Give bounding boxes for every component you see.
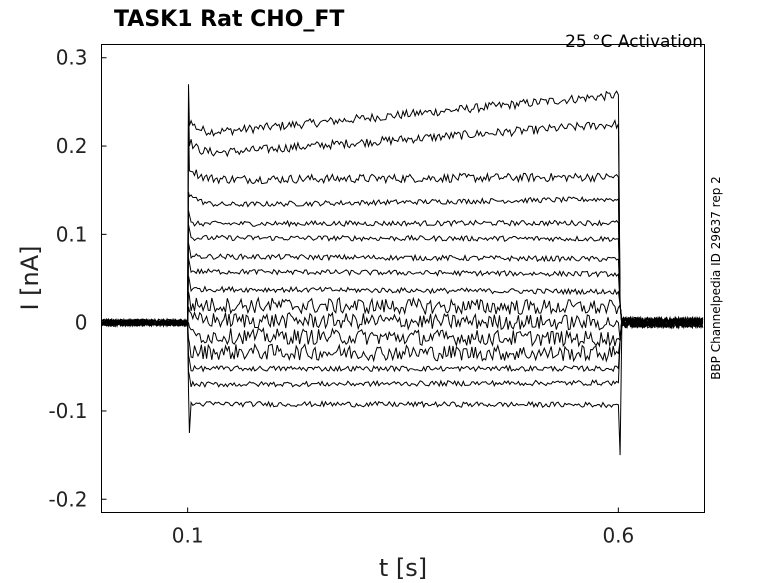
trace-1 <box>101 84 704 330</box>
trace-12 <box>101 315 704 348</box>
y-axis-label: I [nA] <box>16 245 44 310</box>
trace-14 <box>101 316 704 373</box>
trace-2 <box>101 101 703 329</box>
trace-5 <box>101 210 704 330</box>
x-axis: 0.1 0.6 <box>172 507 634 548</box>
x-tick-label: 0.1 <box>172 524 204 548</box>
trace-6 <box>101 224 704 330</box>
chart-title: TASK1 Rat CHO_FT <box>114 7 344 32</box>
trace-4 <box>101 191 703 330</box>
y-axis: 0.3 0.2 0.1 0 -0.1 -0.2 <box>48 46 107 511</box>
y-tick-label: 0 <box>75 311 88 335</box>
trace-11 <box>101 306 704 341</box>
trace-3 <box>101 119 704 330</box>
y-tick-label: -0.1 <box>48 399 87 423</box>
y-tick-label: 0.2 <box>56 134 88 158</box>
trace-9 <box>101 275 704 329</box>
x-axis-label: t [s] <box>379 554 427 582</box>
trace-13 <box>101 316 704 363</box>
y-tick-label: -0.2 <box>48 487 87 511</box>
trace-8 <box>101 258 704 330</box>
y-tick-label: 0.1 <box>56 222 88 246</box>
plot-frame <box>101 44 705 513</box>
trace-10 <box>101 291 704 330</box>
traces-group <box>101 84 704 456</box>
side-label: BBP Channelpedia ID 29637 rep 2 <box>709 176 723 380</box>
trace-16 <box>101 315 703 456</box>
x-tick-label: 0.6 <box>602 524 634 548</box>
trace-7 <box>101 243 704 329</box>
chart-subtitle: 25 °C Activation <box>565 32 703 52</box>
trace-15 <box>101 315 704 388</box>
y-tick-label: 0.3 <box>56 46 88 70</box>
